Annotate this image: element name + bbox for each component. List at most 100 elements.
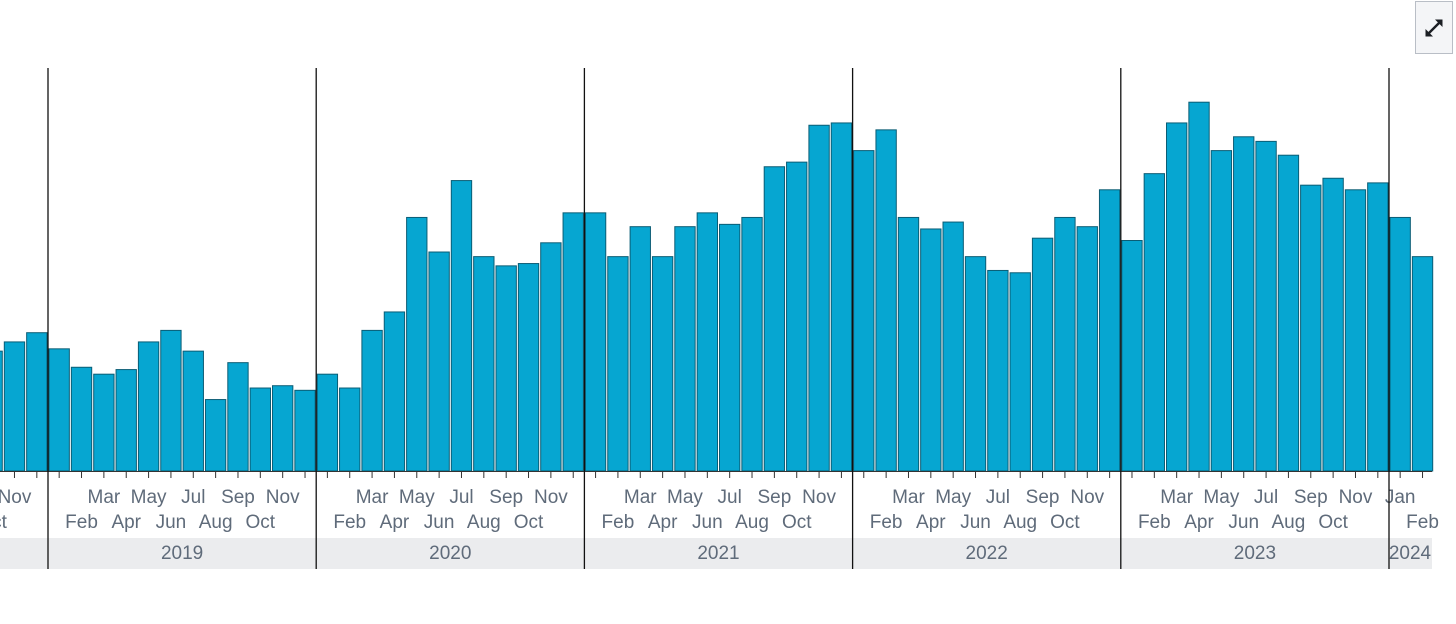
bar [450, 180, 473, 472]
bar [1344, 189, 1367, 472]
bar [540, 242, 562, 472]
bar [1367, 182, 1389, 472]
month-tick-label: Oct [1050, 512, 1080, 533]
bar [1411, 256, 1434, 472]
bar [1143, 173, 1166, 472]
month-tick-label: Jun [960, 512, 991, 533]
year-label: 2023 [1234, 543, 1276, 564]
bar [316, 373, 339, 472]
year-band [48, 538, 317, 569]
bar [741, 216, 763, 472]
year-label: 2020 [429, 543, 471, 564]
month-tick-label: Feb [333, 512, 366, 533]
bar [182, 350, 204, 472]
month-tick-label: Jan [1385, 487, 1416, 508]
month-tick-label: Apr [648, 512, 678, 533]
month-tick-label: Aug [1003, 512, 1037, 533]
bar [719, 223, 741, 472]
month-tick-label: Oct [246, 512, 276, 533]
month-tick-label: Jul [449, 487, 473, 508]
month-tick-label: May [399, 487, 435, 508]
month-tick-label: Mar [356, 487, 389, 508]
month-tick-label: Jun [692, 512, 723, 533]
bar [3, 341, 26, 472]
year-band [0, 538, 48, 569]
year-band [316, 538, 585, 569]
year-band [852, 538, 1121, 569]
bar [204, 399, 227, 472]
bar [26, 332, 48, 472]
month-tick-label: Apr [380, 512, 410, 533]
month-tick-label: Jun [156, 512, 187, 533]
bar [272, 385, 294, 472]
month-tick-label: Jul [1254, 487, 1278, 508]
bar [629, 226, 651, 472]
bar [1009, 272, 1031, 472]
bar [383, 311, 406, 472]
expand-arrows-icon [1425, 19, 1443, 36]
bar [920, 228, 942, 472]
bar [964, 256, 987, 472]
month-tick-label: Mar [624, 487, 657, 508]
month-tick-label: Nov [534, 487, 568, 508]
month-tick-label: May [1203, 487, 1239, 508]
month-tick-label: Sep [1026, 487, 1060, 508]
bar [70, 366, 93, 472]
bar [651, 256, 674, 472]
month-tick-label: Aug [1272, 512, 1306, 533]
bar [1188, 101, 1210, 472]
bar [48, 348, 70, 472]
bar [987, 269, 1009, 472]
bar [227, 362, 249, 472]
bar [763, 166, 786, 472]
bar [294, 389, 316, 472]
bar [1054, 216, 1076, 472]
month-tick-label: Feb [602, 512, 635, 533]
bar [1031, 237, 1054, 472]
bar [1389, 216, 1411, 472]
bar [1121, 240, 1143, 472]
bars-group [0, 101, 1434, 472]
bar [897, 216, 920, 472]
bar [1277, 154, 1300, 472]
bar [875, 129, 897, 472]
bar [942, 221, 964, 472]
bar [0, 350, 3, 472]
bar [1233, 136, 1255, 472]
month-tick-label: Jul [718, 487, 742, 508]
bar [160, 329, 182, 472]
month-tick-label: Mar [88, 487, 121, 508]
month-tick-label: Aug [467, 512, 501, 533]
bar [1166, 122, 1188, 472]
month-tick-label: Aug [735, 512, 769, 533]
month-tick-label: Oct [782, 512, 812, 533]
bar [115, 369, 137, 472]
month-tick-label: Mar [1160, 487, 1193, 508]
year-label: 2019 [161, 543, 203, 564]
bar [562, 212, 584, 472]
year-bands-group: 2019 2020 2021 2022 2023 2024 [0, 538, 1432, 569]
month-tick-label: Feb [1138, 512, 1171, 533]
month-tick-label: Nov [1070, 487, 1104, 508]
bar [1322, 177, 1344, 472]
expand-button[interactable] [1415, 1, 1453, 54]
bar [1300, 184, 1322, 472]
month-ticks-group: Oct Nov Feb Mar Apr May Jun Jul Aug Sep Oct Nov Feb M… [0, 471, 1439, 533]
bar [696, 212, 719, 472]
bar [1210, 150, 1233, 472]
year-band [1120, 538, 1389, 569]
month-tick-label: Sep [1294, 487, 1328, 508]
bar [473, 256, 495, 472]
month-tick-label: Oct [514, 512, 544, 533]
bar [361, 329, 383, 472]
bar [1098, 189, 1121, 472]
month-tick-label: May [667, 487, 703, 508]
bar [93, 373, 115, 472]
bar [428, 251, 450, 472]
month-tick-label: Aug [199, 512, 233, 533]
month-tick-label: Jul [181, 487, 205, 508]
month-tick-label: Apr [916, 512, 946, 533]
month-tick-label: Jul [986, 487, 1010, 508]
bar [339, 387, 361, 472]
